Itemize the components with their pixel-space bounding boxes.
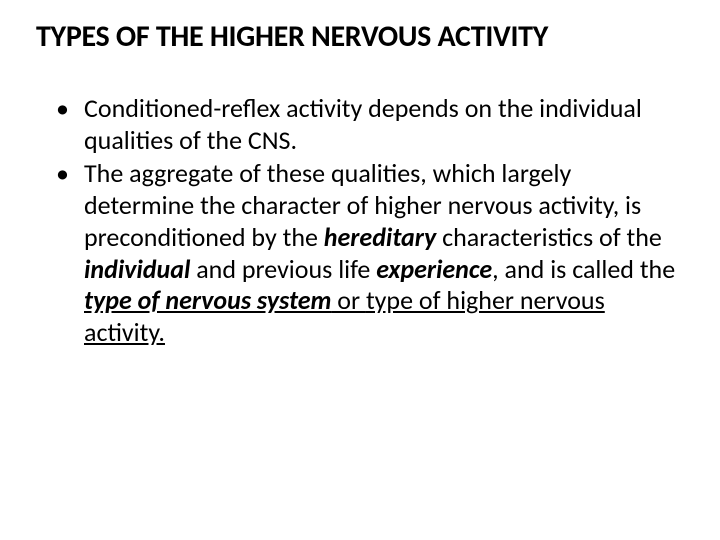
text-run: and previous life xyxy=(190,253,376,285)
text-run: or xyxy=(331,284,366,316)
bullet-list: Conditioned-reflex activity depends on t… xyxy=(56,93,684,349)
text-run: characteristics of the xyxy=(436,221,662,253)
slide: TYPES OF THE HIGHER NERVOUS ACTIVITY Con… xyxy=(0,0,720,540)
text-run: hereditary xyxy=(324,221,436,253)
slide-body: Conditioned-reflex activity depends on t… xyxy=(36,93,684,349)
text-run: type of nervous system xyxy=(84,284,331,316)
text-run: , and is called the xyxy=(492,253,675,285)
text-run: Conditioned-reflex activity depends on t… xyxy=(84,92,642,156)
list-item: The aggregate of these qualities, which … xyxy=(56,158,684,348)
list-item: Conditioned-reflex activity depends on t… xyxy=(56,93,684,156)
text-run: individual xyxy=(84,253,190,285)
slide-title: TYPES OF THE HIGHER NERVOUS ACTIVITY xyxy=(36,20,684,53)
text-run: experience xyxy=(376,253,492,285)
